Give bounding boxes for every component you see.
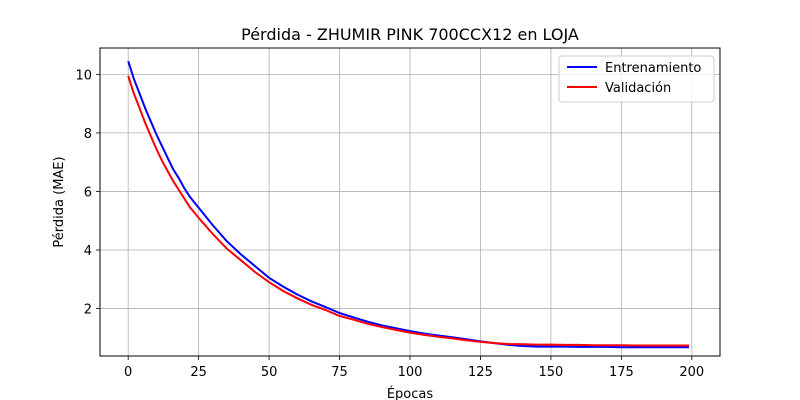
x-tick-label: 25: [190, 365, 207, 380]
chart-title: Pérdida - ZHUMIR PINK 700CCX12 en LOJA: [241, 25, 579, 44]
legend-label-entrenamiento: Entrenamiento: [605, 61, 701, 76]
series-line-validacion: [127, 75, 689, 347]
x-tick-label: 150: [538, 365, 563, 380]
series-line-entrenamiento: [127, 60, 689, 349]
x-axis-label: Épocas: [387, 386, 434, 400]
y-tick-label: 4: [84, 244, 92, 259]
legend: Entrenamiento Validación: [558, 55, 715, 103]
legend-label-validacion: Validación: [605, 81, 671, 96]
x-tick-label: 50: [261, 365, 278, 380]
y-tick-label: 8: [84, 127, 92, 142]
series-lines: [127, 60, 689, 349]
x-tick-label: 125: [468, 365, 493, 380]
y-axis-label: Pérdida (MAE): [52, 156, 67, 247]
axis-ticks: 0 25 50 75 100 125 150 175 200 2 4 6 8 10: [75, 68, 704, 380]
x-tick-label: 0: [124, 365, 132, 380]
y-tick-label: 10: [75, 68, 92, 83]
y-tick-label: 6: [84, 185, 92, 200]
x-tick-label: 100: [398, 365, 423, 380]
x-tick-label: 200: [679, 365, 704, 380]
y-tick-label: 2: [84, 303, 92, 318]
x-tick-label: 175: [609, 365, 634, 380]
x-tick-label: 75: [331, 365, 348, 380]
legend-box: [558, 55, 715, 103]
